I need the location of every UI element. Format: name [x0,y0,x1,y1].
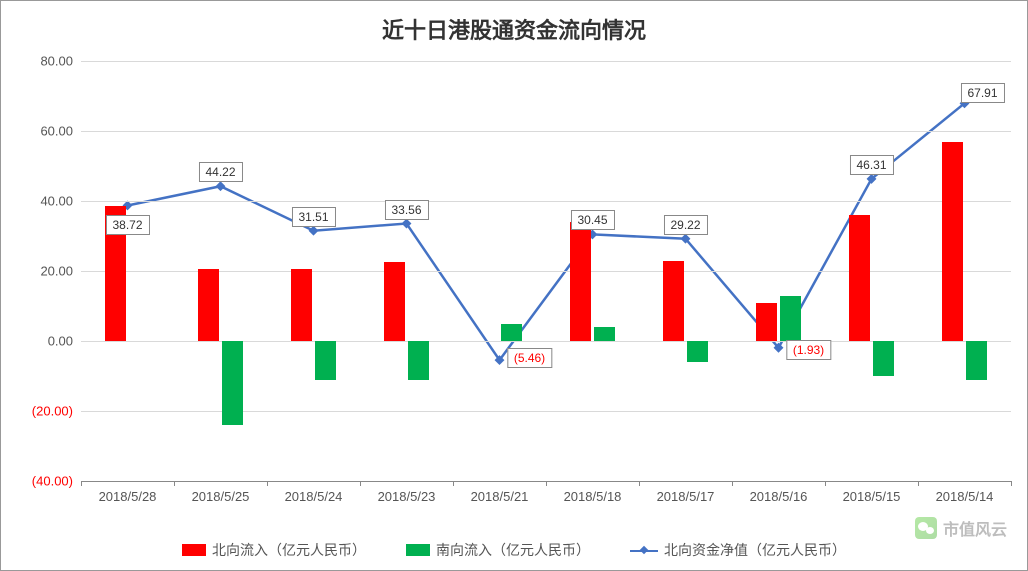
bar [687,341,707,362]
gridline [81,411,1011,412]
bar [570,222,590,341]
legend-line-icon [630,544,658,556]
x-tick [267,481,268,486]
data-label: 29.22 [663,215,707,235]
data-label: 30.45 [570,210,614,230]
legend-item: 南向流入（亿元人民币） [406,540,590,560]
x-axis-label: 2018/5/28 [99,489,157,504]
x-tick [825,481,826,486]
legend-item: 北向流入（亿元人民币） [182,540,366,560]
x-tick [1011,481,1012,486]
x-tick [918,481,919,486]
line-marker [216,181,226,191]
x-tick [732,481,733,486]
legend: 北向流入（亿元人民币） 南向流入（亿元人民币） 北向资金净值（亿元人民币） [1,540,1027,560]
bar [849,215,869,341]
bar [384,262,404,341]
x-axis-label: 2018/5/18 [564,489,622,504]
line-marker [309,226,319,236]
gridline [81,341,1011,342]
y-axis-label: (20.00) [13,404,73,419]
bar [942,142,962,342]
data-label: (1.93) [786,340,831,360]
data-label: 44.22 [198,162,242,182]
x-axis-label: 2018/5/15 [843,489,901,504]
bar [501,324,521,342]
plot-area: 80.0060.0040.0020.000.00(20.00)(40.00)20… [81,61,1011,481]
x-tick [360,481,361,486]
bar [663,261,683,342]
x-tick [453,481,454,486]
x-tick [174,481,175,486]
y-axis-label: 0.00 [13,334,73,349]
data-label: 31.51 [291,207,335,227]
data-label: 33.56 [384,200,428,220]
x-axis-label: 2018/5/21 [471,489,529,504]
legend-swatch [182,544,206,556]
data-label: 38.72 [105,215,149,235]
data-label: 46.31 [849,155,893,175]
bar [408,341,428,380]
y-axis-label: 40.00 [13,194,73,209]
bar [291,269,311,341]
chart-container: 近十日港股通资金流向情况 80.0060.0040.0020.000.00(20… [0,0,1028,571]
net-line [128,103,965,360]
bar [780,296,800,342]
bar [756,303,776,342]
gridline [81,131,1011,132]
chart-title: 近十日港股通资金流向情况 [1,1,1027,45]
data-label: (5.46) [507,348,552,368]
data-label: 67.91 [960,83,1004,103]
legend-label: 北向流入（亿元人民币） [212,540,366,560]
x-axis-label: 2018/5/23 [378,489,436,504]
gridline [81,271,1011,272]
x-axis-label: 2018/5/24 [285,489,343,504]
watermark: 市值风云 [915,516,1007,540]
legend-label: 北向资金净值（亿元人民币） [664,540,846,560]
x-axis-label: 2018/5/14 [936,489,994,504]
gridline [81,201,1011,202]
legend-swatch [406,544,430,556]
bar [873,341,893,376]
x-axis-label: 2018/5/25 [192,489,250,504]
bar [198,269,218,341]
x-axis-label: 2018/5/17 [657,489,715,504]
bar [222,341,242,425]
x-axis-label: 2018/5/16 [750,489,808,504]
y-axis-label: 20.00 [13,264,73,279]
x-tick [81,481,82,486]
bar [315,341,335,380]
watermark-text: 市值风云 [943,516,1007,540]
y-axis-label: 60.00 [13,124,73,139]
bar [966,341,986,380]
x-tick [639,481,640,486]
x-tick [546,481,547,486]
legend-label: 南向流入（亿元人民币） [436,540,590,560]
y-axis-label: (40.00) [13,474,73,489]
gridline [81,61,1011,62]
wechat-icon [915,517,937,539]
bar [594,327,614,341]
legend-item: 北向资金净值（亿元人民币） [630,540,846,560]
y-axis-label: 80.00 [13,54,73,69]
